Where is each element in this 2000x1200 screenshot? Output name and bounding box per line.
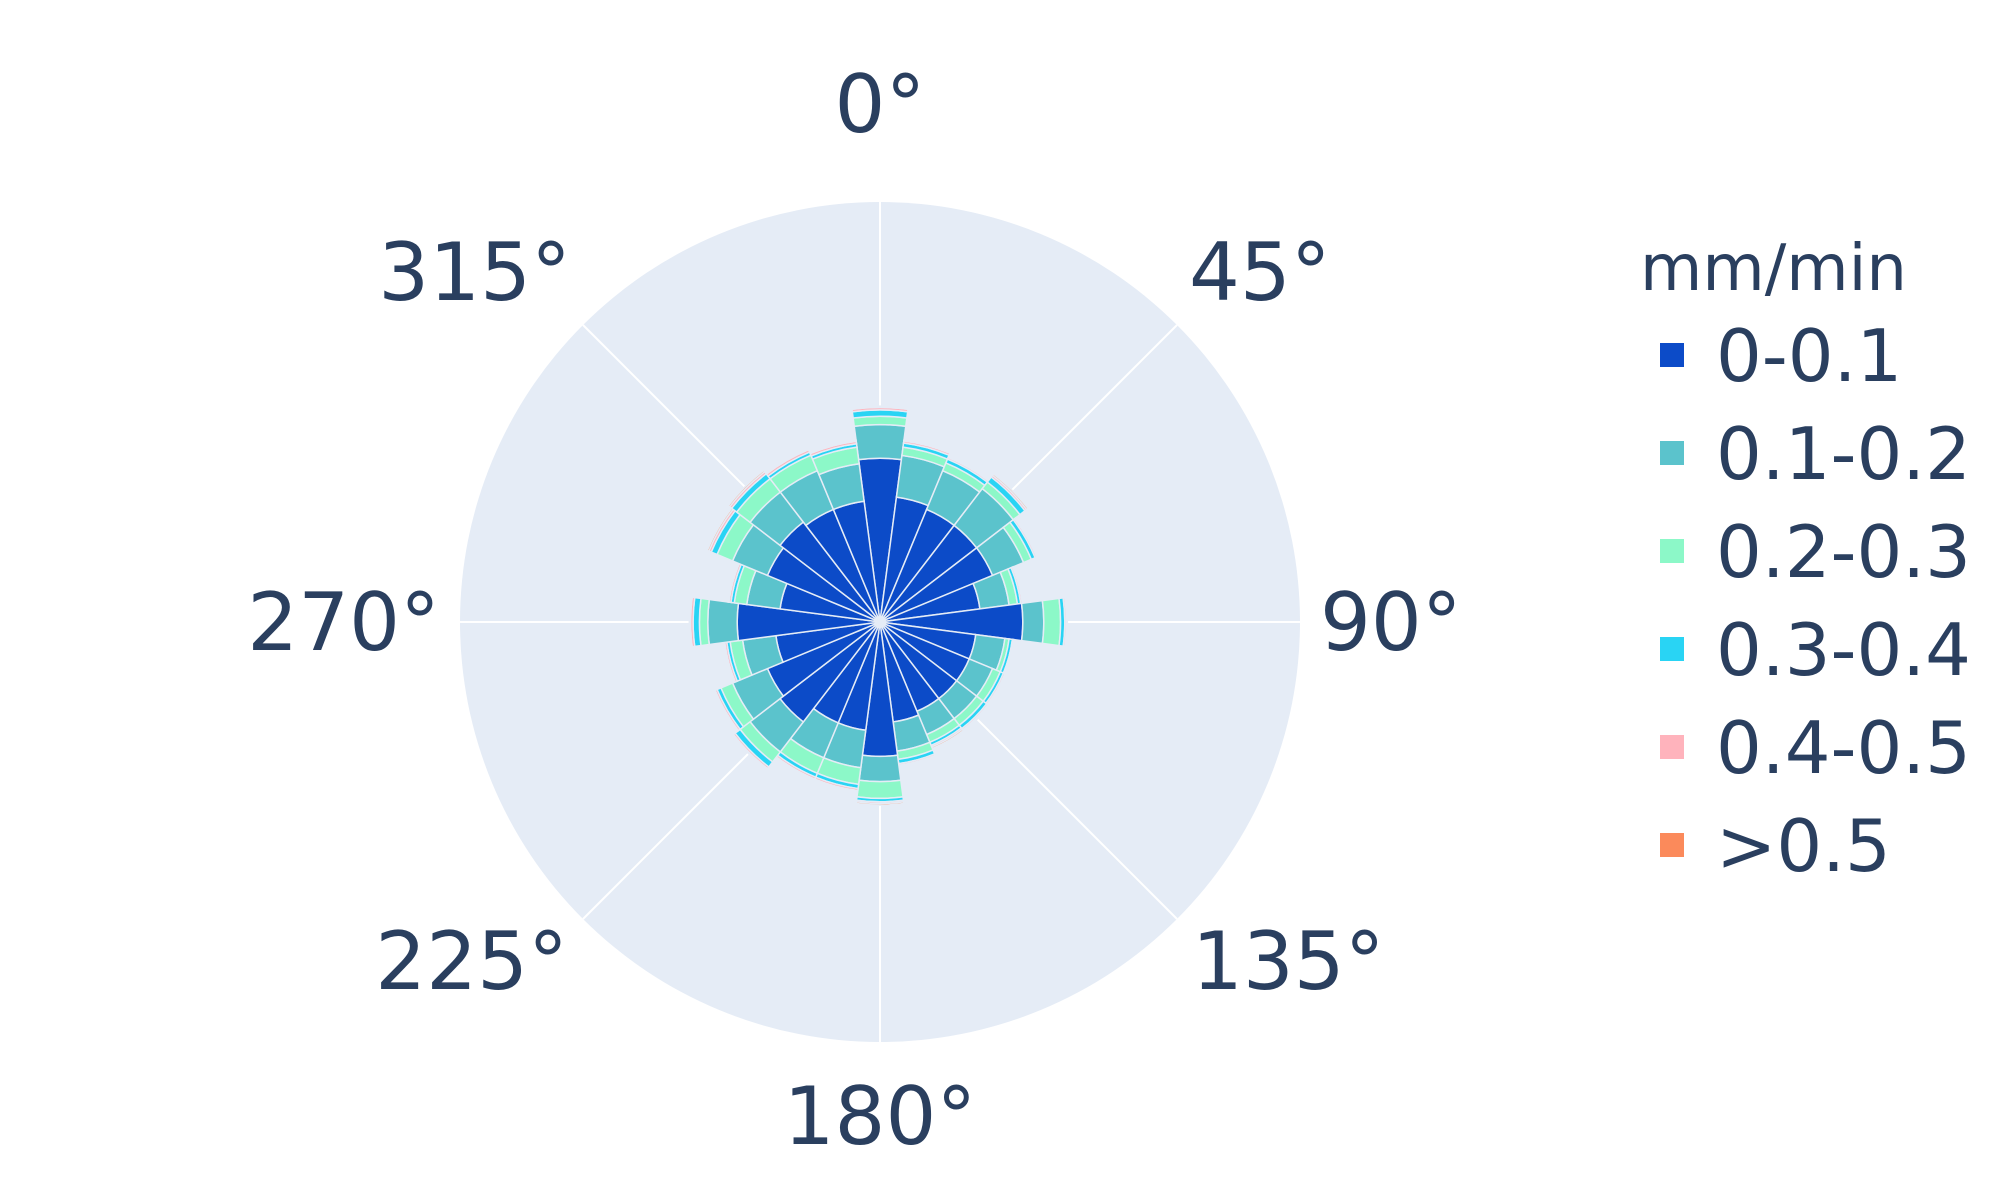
bar-segment[interactable] [1041, 597, 1062, 647]
bar-segment[interactable] [1064, 596, 1069, 648]
bar-segment[interactable] [1013, 516, 1039, 559]
legend-label: 0-0.1 [1716, 314, 1902, 398]
legend-swatch [1660, 833, 1684, 857]
bar-segment[interactable] [764, 447, 810, 476]
bar-segment[interactable] [1020, 599, 1045, 645]
legend-item[interactable]: >0.5 [1660, 804, 1891, 888]
legend-item[interactable]: 0.1-0.2 [1660, 412, 1971, 496]
bar-segment[interactable] [856, 779, 904, 800]
legend-swatch [1660, 637, 1684, 661]
bar-segment[interactable] [808, 439, 858, 455]
legend-swatch [1660, 343, 1684, 367]
bar-segment[interactable] [991, 473, 1029, 511]
legend-label: 0.4-0.5 [1716, 706, 1971, 790]
angular-tick-label: 90° [1320, 576, 1462, 669]
bar-segment[interactable] [858, 754, 902, 783]
legend-title: mm/min [1640, 232, 1907, 306]
legend-swatch [1660, 735, 1684, 759]
legend-item[interactable]: 0-0.1 [1660, 314, 1902, 398]
bar-segment[interactable] [731, 733, 769, 771]
bar-segment[interactable] [850, 405, 910, 411]
legend-item[interactable]: 0.4-0.5 [1660, 706, 1971, 790]
legend-swatch [1660, 441, 1684, 465]
angular-tick-label: 135° [1192, 915, 1385, 1008]
angular-tick-label: 225° [375, 915, 568, 1008]
angular-tick-label: 270° [247, 576, 440, 669]
legend-label: 0.2-0.3 [1716, 510, 1971, 594]
bar-segment[interactable] [903, 439, 952, 455]
bar-segment[interactable] [853, 423, 907, 461]
angular-tick-labels: 0° 45° 90° 135° 180° 225° 270° 315° [247, 58, 1462, 1163]
bar-segment[interactable] [707, 598, 740, 646]
bar-segment[interactable] [688, 596, 694, 648]
bar-segment[interactable] [712, 689, 740, 733]
angular-tick-label: 45° [1189, 226, 1331, 319]
legend[interactable]: mm/min 0-0.1 0.1-0.2 0.2-0.3 0.3-0.4 0.4-0.5… [1640, 232, 1971, 888]
legend-label: 0.1-0.2 [1716, 412, 1971, 496]
legend-item[interactable]: 0.3-0.4 [1660, 608, 1971, 692]
angular-tick-label: 0° [835, 58, 926, 151]
angular-tick-label: 180° [784, 1070, 977, 1163]
bar-groups [688, 405, 1069, 806]
legend-swatch [1660, 539, 1684, 563]
legend-label: 0.3-0.4 [1716, 608, 1971, 692]
legend-label: >0.5 [1716, 804, 1891, 888]
bar-segment[interactable] [855, 801, 905, 806]
angular-tick-label: 315° [378, 226, 571, 319]
legend-item[interactable]: 0.2-0.3 [1660, 510, 1971, 594]
bar-segment[interactable] [727, 469, 766, 508]
